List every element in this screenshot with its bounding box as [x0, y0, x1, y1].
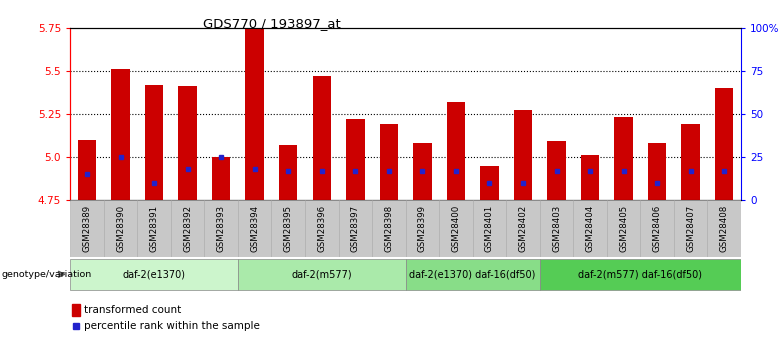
Bar: [246, 28, 264, 200]
Text: GSM28402: GSM28402: [519, 205, 527, 252]
Bar: [682, 124, 700, 200]
Bar: [380, 124, 398, 200]
Bar: [413, 143, 431, 200]
Text: daf-2(m577): daf-2(m577): [292, 269, 352, 279]
Bar: [271, 200, 305, 257]
Text: daf-2(e1370) daf-16(df50): daf-2(e1370) daf-16(df50): [410, 269, 536, 279]
Bar: [540, 259, 741, 290]
Bar: [439, 200, 473, 257]
Bar: [406, 200, 439, 257]
Bar: [406, 259, 540, 290]
Text: GSM28391: GSM28391: [150, 205, 158, 252]
Text: genotype/variation: genotype/variation: [2, 270, 92, 279]
Bar: [674, 200, 707, 257]
Bar: [313, 76, 331, 200]
Bar: [212, 157, 230, 200]
Text: transformed count: transformed count: [83, 305, 181, 315]
Text: GDS770 / 193897_at: GDS770 / 193897_at: [203, 17, 340, 30]
Text: GSM28400: GSM28400: [452, 205, 460, 252]
Bar: [179, 86, 197, 200]
Bar: [238, 259, 406, 290]
Bar: [506, 200, 540, 257]
Bar: [145, 85, 163, 200]
Text: GSM28401: GSM28401: [485, 205, 494, 252]
Text: GSM28398: GSM28398: [385, 205, 393, 252]
Text: daf-2(e1370): daf-2(e1370): [122, 269, 186, 279]
Text: GSM28406: GSM28406: [653, 205, 661, 252]
Bar: [279, 145, 297, 200]
Text: GSM28408: GSM28408: [720, 205, 729, 252]
Bar: [112, 69, 129, 200]
Text: GSM28390: GSM28390: [116, 205, 125, 252]
Text: GSM28396: GSM28396: [317, 205, 326, 252]
Text: GSM28389: GSM28389: [83, 205, 91, 252]
Bar: [346, 119, 364, 200]
Text: GSM28403: GSM28403: [552, 205, 561, 252]
Text: daf-2(m577) daf-16(df50): daf-2(m577) daf-16(df50): [579, 269, 702, 279]
Bar: [447, 102, 465, 200]
Text: GSM28407: GSM28407: [686, 205, 695, 252]
Bar: [480, 166, 498, 200]
Bar: [339, 200, 372, 257]
Bar: [648, 143, 666, 200]
Bar: [78, 140, 96, 200]
Text: GSM28405: GSM28405: [619, 205, 628, 252]
Text: GSM28399: GSM28399: [418, 205, 427, 252]
Bar: [305, 200, 339, 257]
Bar: [607, 200, 640, 257]
Bar: [573, 200, 607, 257]
Bar: [473, 200, 506, 257]
Bar: [72, 304, 80, 316]
Bar: [581, 155, 599, 200]
Bar: [540, 200, 573, 257]
Text: percentile rank within the sample: percentile rank within the sample: [83, 321, 260, 331]
Bar: [372, 200, 406, 257]
Text: GSM28392: GSM28392: [183, 205, 192, 252]
Bar: [615, 117, 633, 200]
Bar: [715, 88, 733, 200]
Text: GSM28394: GSM28394: [250, 205, 259, 252]
Bar: [70, 259, 238, 290]
Text: GSM28404: GSM28404: [586, 205, 594, 252]
Bar: [70, 200, 104, 257]
Bar: [171, 200, 204, 257]
Bar: [204, 200, 238, 257]
Text: GSM28397: GSM28397: [351, 205, 360, 252]
Bar: [707, 200, 741, 257]
Text: GSM28395: GSM28395: [284, 205, 292, 252]
Text: GSM28393: GSM28393: [217, 205, 225, 252]
Bar: [238, 200, 271, 257]
Bar: [548, 141, 566, 200]
Bar: [640, 200, 674, 257]
Bar: [137, 200, 171, 257]
Bar: [104, 200, 137, 257]
Bar: [514, 110, 532, 200]
